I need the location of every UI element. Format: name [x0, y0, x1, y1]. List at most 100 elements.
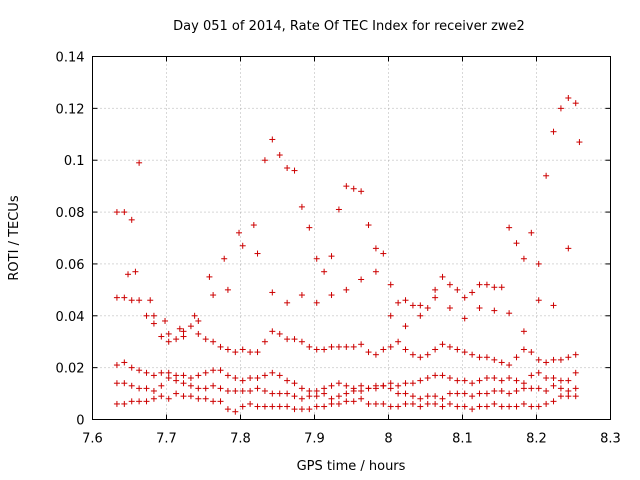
data-point [328, 382, 335, 389]
data-point [247, 349, 254, 356]
data-point [432, 400, 439, 407]
data-point [125, 271, 132, 278]
data-point [461, 349, 468, 356]
data-point [284, 390, 291, 397]
data-point [269, 403, 276, 410]
data-point [358, 382, 365, 389]
data-point [543, 387, 550, 394]
data-point [128, 398, 135, 405]
data-point [506, 390, 513, 397]
data-point [150, 395, 157, 402]
data-point [269, 136, 276, 143]
data-point [498, 359, 505, 366]
data-point [535, 369, 542, 376]
data-point [313, 403, 320, 410]
data-point [191, 312, 198, 319]
data-point [291, 336, 298, 343]
data-point [254, 385, 261, 392]
data-point [572, 369, 579, 376]
data-point [128, 297, 135, 304]
data-point [454, 390, 461, 397]
data-point [557, 105, 564, 112]
data-point [165, 375, 172, 382]
data-point [313, 255, 320, 262]
data-point [165, 330, 172, 337]
data-point [343, 398, 350, 405]
data-point [136, 385, 143, 392]
data-point [506, 224, 513, 231]
data-point [158, 382, 165, 389]
data-point [520, 380, 527, 387]
data-point [498, 377, 505, 384]
data-point [202, 336, 209, 343]
data-point [469, 380, 476, 387]
data-point [576, 139, 583, 146]
data-point [269, 289, 276, 296]
data-point [402, 323, 409, 330]
data-point [557, 393, 564, 400]
data-point [224, 406, 231, 413]
data-point [528, 372, 535, 379]
data-point [520, 255, 527, 262]
data-point [380, 400, 387, 407]
data-point [543, 172, 550, 179]
data-point [335, 400, 342, 407]
data-point [528, 349, 535, 356]
data-point [239, 403, 246, 410]
data-point [232, 408, 239, 415]
data-point [380, 346, 387, 353]
data-point [491, 356, 498, 363]
data-point [210, 382, 217, 389]
data-point [520, 346, 527, 353]
data-point [321, 346, 328, 353]
y-tick-label: 0 [76, 414, 84, 429]
data-point [550, 382, 557, 389]
data-point [387, 281, 394, 288]
data-point [121, 209, 128, 216]
data-point [269, 328, 276, 335]
data-point [328, 400, 335, 407]
data-point [261, 157, 268, 164]
y-tick-label: 0.06 [56, 258, 85, 273]
data-point [291, 393, 298, 400]
data-point [565, 393, 572, 400]
data-point [150, 320, 157, 327]
data-point [254, 250, 261, 257]
data-point [365, 385, 372, 392]
data-point [461, 294, 468, 301]
data-point [176, 325, 183, 332]
data-point [128, 382, 135, 389]
x-tick-label: 7.9 [304, 432, 325, 447]
data-point [313, 346, 320, 353]
data-point [158, 393, 165, 400]
data-point [236, 229, 243, 236]
data-point [291, 406, 298, 413]
data-point [469, 289, 476, 296]
data-point [321, 268, 328, 275]
data-point [454, 377, 461, 384]
data-point [535, 356, 542, 363]
x-tick-label: 8.2 [526, 432, 547, 447]
data-point [128, 364, 135, 371]
y-tick-label: 0.04 [56, 310, 85, 325]
data-point [461, 390, 468, 397]
data-point [565, 354, 572, 361]
data-point [306, 393, 313, 400]
data-point [409, 380, 416, 387]
data-point [158, 369, 165, 376]
data-point [446, 400, 453, 407]
data-point [424, 400, 431, 407]
data-point [202, 369, 209, 376]
data-point [469, 393, 476, 400]
data-point [543, 400, 550, 407]
data-point [491, 375, 498, 382]
data-point [358, 188, 365, 195]
data-point [210, 367, 217, 374]
data-point [550, 302, 557, 309]
data-point [224, 387, 231, 394]
data-point [232, 387, 239, 394]
data-point [335, 393, 342, 400]
x-axis-label: GPS time / hours [297, 459, 406, 474]
data-point [217, 398, 224, 405]
data-point [180, 393, 187, 400]
